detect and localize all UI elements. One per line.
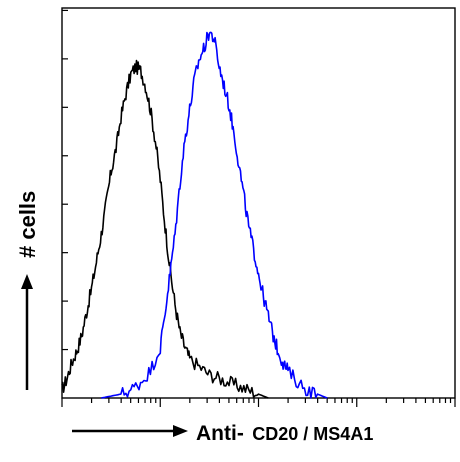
y-axis-label: # cells	[15, 191, 40, 258]
series-line-2	[101, 31, 328, 399]
plot-frame	[61, 7, 456, 399]
y-ticks	[62, 9, 68, 351]
x-axis-arrow-head	[173, 425, 188, 437]
plot-border	[61, 7, 456, 399]
x-axis-label-prefix: Anti-	[196, 422, 244, 445]
y-axis-arrow-head	[21, 274, 33, 289]
x-axis-label-target: CD20 / MS4A1	[252, 424, 373, 444]
series-layer	[61, 31, 328, 399]
series-line-1	[61, 59, 269, 399]
x-axis-label: Anti- CD20 / MS4A1	[196, 422, 373, 445]
x-ticks	[61, 398, 456, 407]
